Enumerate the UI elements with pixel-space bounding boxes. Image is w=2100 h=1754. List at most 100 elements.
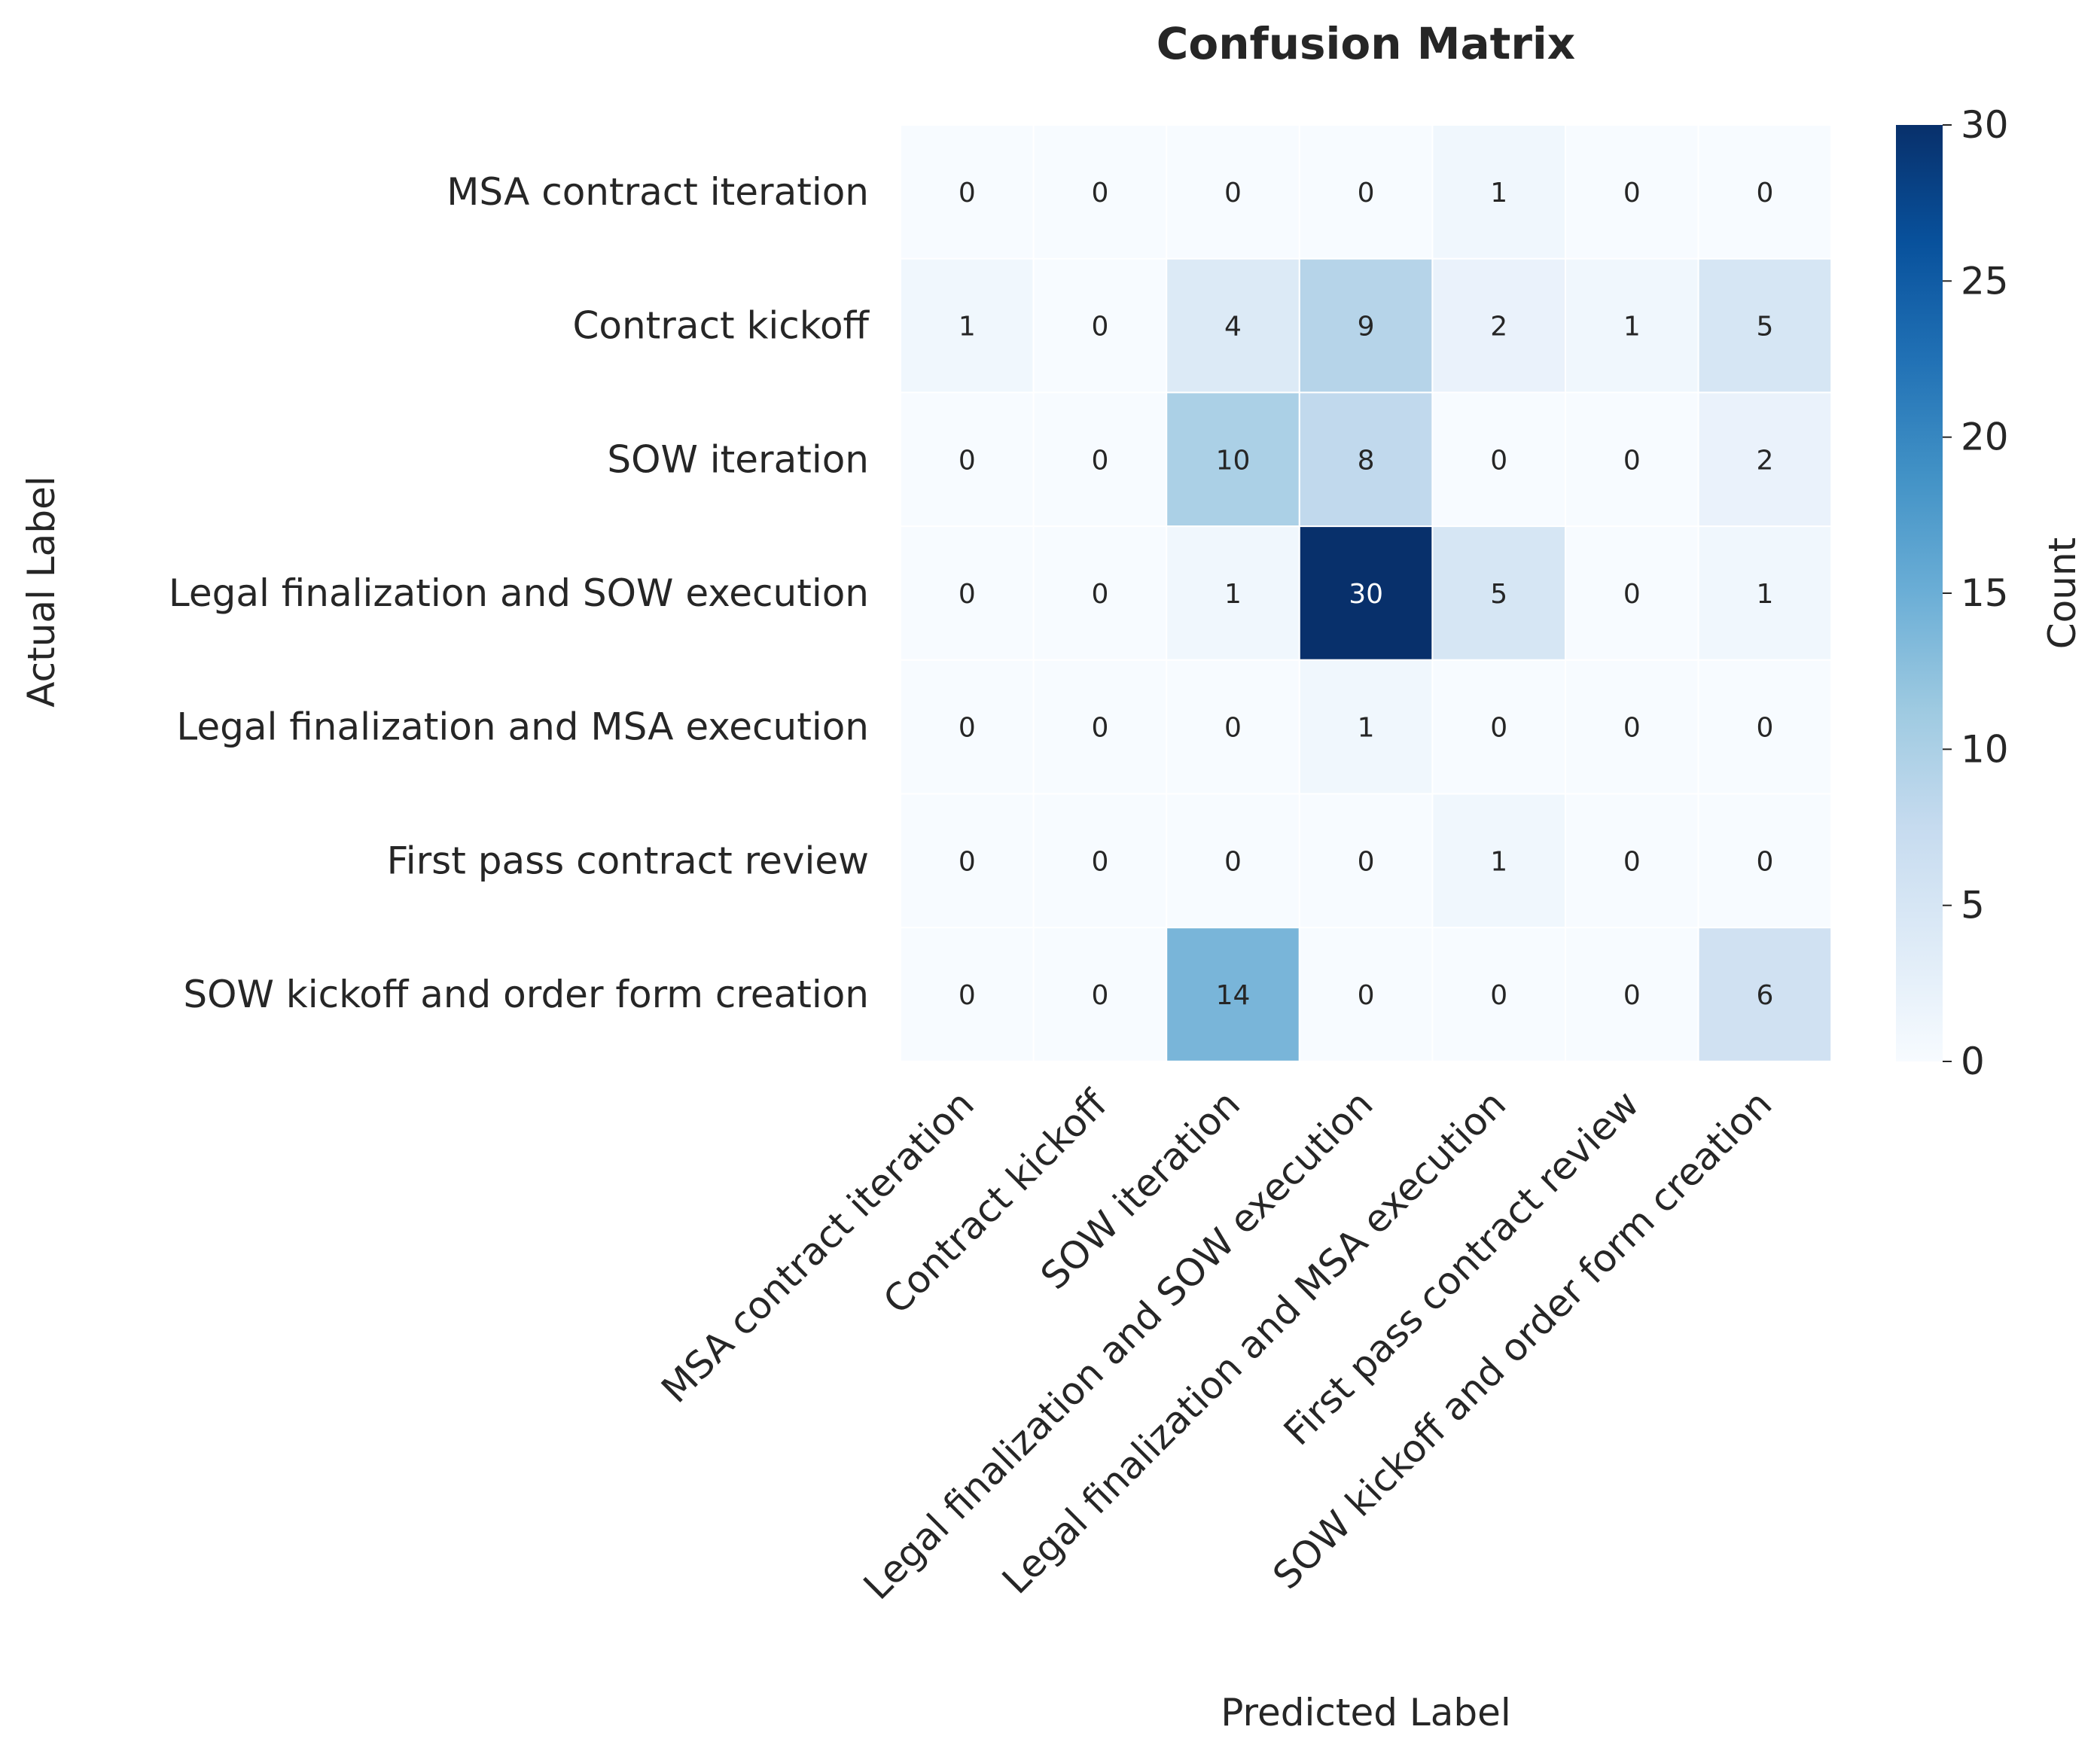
cell-value-label: 0 — [1623, 579, 1641, 610]
heatmap-cell — [1166, 124, 1300, 260]
cell-value-label: 1 — [959, 312, 976, 343]
cell-value-label: 0 — [1756, 178, 1773, 209]
heatmap-cell — [1298, 927, 1434, 1062]
cell-value-label: 1 — [1490, 846, 1507, 877]
heatmap-cell — [900, 525, 1035, 661]
y-tick-label: First pass contract review — [387, 839, 869, 882]
heatmap-cell — [1032, 124, 1168, 260]
cell-value-label: 0 — [1756, 846, 1773, 877]
cell-value-label: 0 — [959, 980, 976, 1011]
heatmap-cell — [1298, 124, 1434, 260]
heatmap-cell — [1298, 525, 1434, 661]
heatmap-cell — [1166, 927, 1300, 1062]
heatmap-cell — [1431, 124, 1567, 260]
cell-value-label: 0 — [1358, 980, 1375, 1011]
y-tick-label: Legal finalization and SOW execution — [169, 571, 869, 615]
cell-value-label: 0 — [1224, 846, 1242, 877]
x-tick-label: SOW kickoff and order form creation — [1264, 1082, 1780, 1597]
x-tick-label: Contract kickoff — [875, 1081, 1116, 1322]
x-axis-label: Predicted Label — [1221, 1691, 1511, 1734]
cell-value-label: 9 — [1358, 312, 1375, 343]
y-tick-label: MSA contract iteration — [447, 170, 869, 214]
heatmap-cell — [1565, 525, 1699, 661]
heatmap-cell — [1166, 391, 1300, 528]
heatmap-cell — [1565, 124, 1699, 260]
cell-value-label: 0 — [1091, 846, 1108, 877]
colorbar-tick-label: 30 — [1961, 103, 2009, 147]
cell-value-label: 0 — [959, 579, 976, 610]
heatmap-cell — [900, 793, 1035, 929]
heatmap-cell — [1032, 793, 1168, 929]
cell-value-label: 0 — [1623, 846, 1641, 877]
colorbar-tick-label: 20 — [1961, 416, 2009, 459]
heatmap-cell — [1431, 391, 1567, 528]
cell-value-label: 0 — [959, 178, 976, 209]
colorbar-tick-label: 15 — [1961, 571, 2009, 615]
cell-value-label: 0 — [1224, 713, 1242, 744]
heatmap-cell — [1431, 927, 1567, 1062]
heatmap-cell — [1565, 391, 1699, 528]
cell-value-label: 0 — [1623, 445, 1641, 476]
heatmap-cell — [900, 659, 1035, 795]
cell-value-label: 1 — [1224, 579, 1242, 610]
colorbar-tick-label: 25 — [1961, 259, 2009, 303]
cell-value-label: 30 — [1349, 579, 1383, 610]
cell-value-label: 0 — [1490, 980, 1507, 1011]
cell-value-label: 0 — [1358, 178, 1375, 209]
heatmap-cell — [1032, 391, 1168, 528]
cell-value-label: 2 — [1756, 445, 1773, 476]
heatmap-cell — [900, 927, 1035, 1062]
cell-value-label: 2 — [1490, 312, 1507, 343]
cell-value-label: 1 — [1358, 713, 1375, 744]
cell-value-label: 0 — [1091, 980, 1108, 1011]
heatmap-cell — [1166, 257, 1300, 394]
cell-value-label: 0 — [1091, 579, 1108, 610]
cell-value-label: 5 — [1490, 579, 1507, 610]
cell-value-label: 0 — [1091, 178, 1108, 209]
cell-value-label: 6 — [1756, 980, 1773, 1011]
heatmap-cell-labels: 0 0 0 0 1 0 01 0 4 9 2 1 50 0 10 8 0 0 20 0 1 30 5 0 10 0 0 1 0 0 00 0 0… — [959, 178, 1774, 1011]
cell-value-label: 4 — [1224, 312, 1242, 343]
y-tick-label: Contract kickoff — [572, 304, 870, 348]
heatmap-cell — [1697, 391, 1833, 528]
cell-value-label: 0 — [1091, 713, 1108, 744]
colorbar-ticks: 0 5 10 15 20 25 30 — [1943, 103, 2009, 1083]
y-tick-label: SOW kickoff and order form creation — [183, 973, 869, 1016]
heatmap-cell — [1565, 927, 1699, 1062]
cell-value-label: 0 — [1358, 846, 1375, 877]
heatmap-cell — [900, 124, 1035, 260]
heatmap-cell — [1697, 927, 1833, 1062]
heatmap-cell — [1166, 793, 1300, 929]
heatmap-cell — [1697, 525, 1833, 661]
heatmap-cell — [1166, 659, 1300, 795]
heatmap-cell — [900, 391, 1035, 528]
colorbar-tick-label: 10 — [1961, 727, 2009, 771]
heatmap-cell — [1032, 525, 1168, 661]
cell-value-label: 0 — [1490, 713, 1507, 744]
heatmap-cells — [900, 124, 1833, 1062]
y-tick-label: SOW iteration — [607, 437, 869, 481]
cell-value-label: 14 — [1216, 980, 1251, 1011]
cell-value-label: 0 — [959, 846, 976, 877]
cell-value-label: 0 — [1091, 312, 1108, 343]
cell-value-label: 8 — [1358, 445, 1375, 476]
cell-value-label: 0 — [1490, 445, 1507, 476]
cell-value-label: 0 — [959, 445, 976, 476]
heatmap-cell — [1298, 391, 1434, 528]
colorbar-gradient — [1896, 125, 1943, 1061]
colorbar-label: Count — [2041, 537, 2084, 650]
x-tick-label: Legal finalization and MSA execution — [994, 1082, 1514, 1602]
cell-value-label: 1 — [1623, 312, 1641, 343]
heatmap-cell — [1565, 257, 1699, 394]
cell-value-label: 0 — [1224, 178, 1242, 209]
heatmap-cell — [1431, 257, 1567, 394]
y-tick-label: Legal finalization and MSA execution — [176, 705, 869, 749]
colorbar-tick-label: 0 — [1961, 1040, 1985, 1083]
heatmap-cell — [1697, 793, 1833, 929]
cell-value-label: 0 — [959, 713, 976, 744]
colorbar-tick-label: 5 — [1961, 884, 1985, 927]
cell-value-label: 5 — [1756, 312, 1773, 343]
